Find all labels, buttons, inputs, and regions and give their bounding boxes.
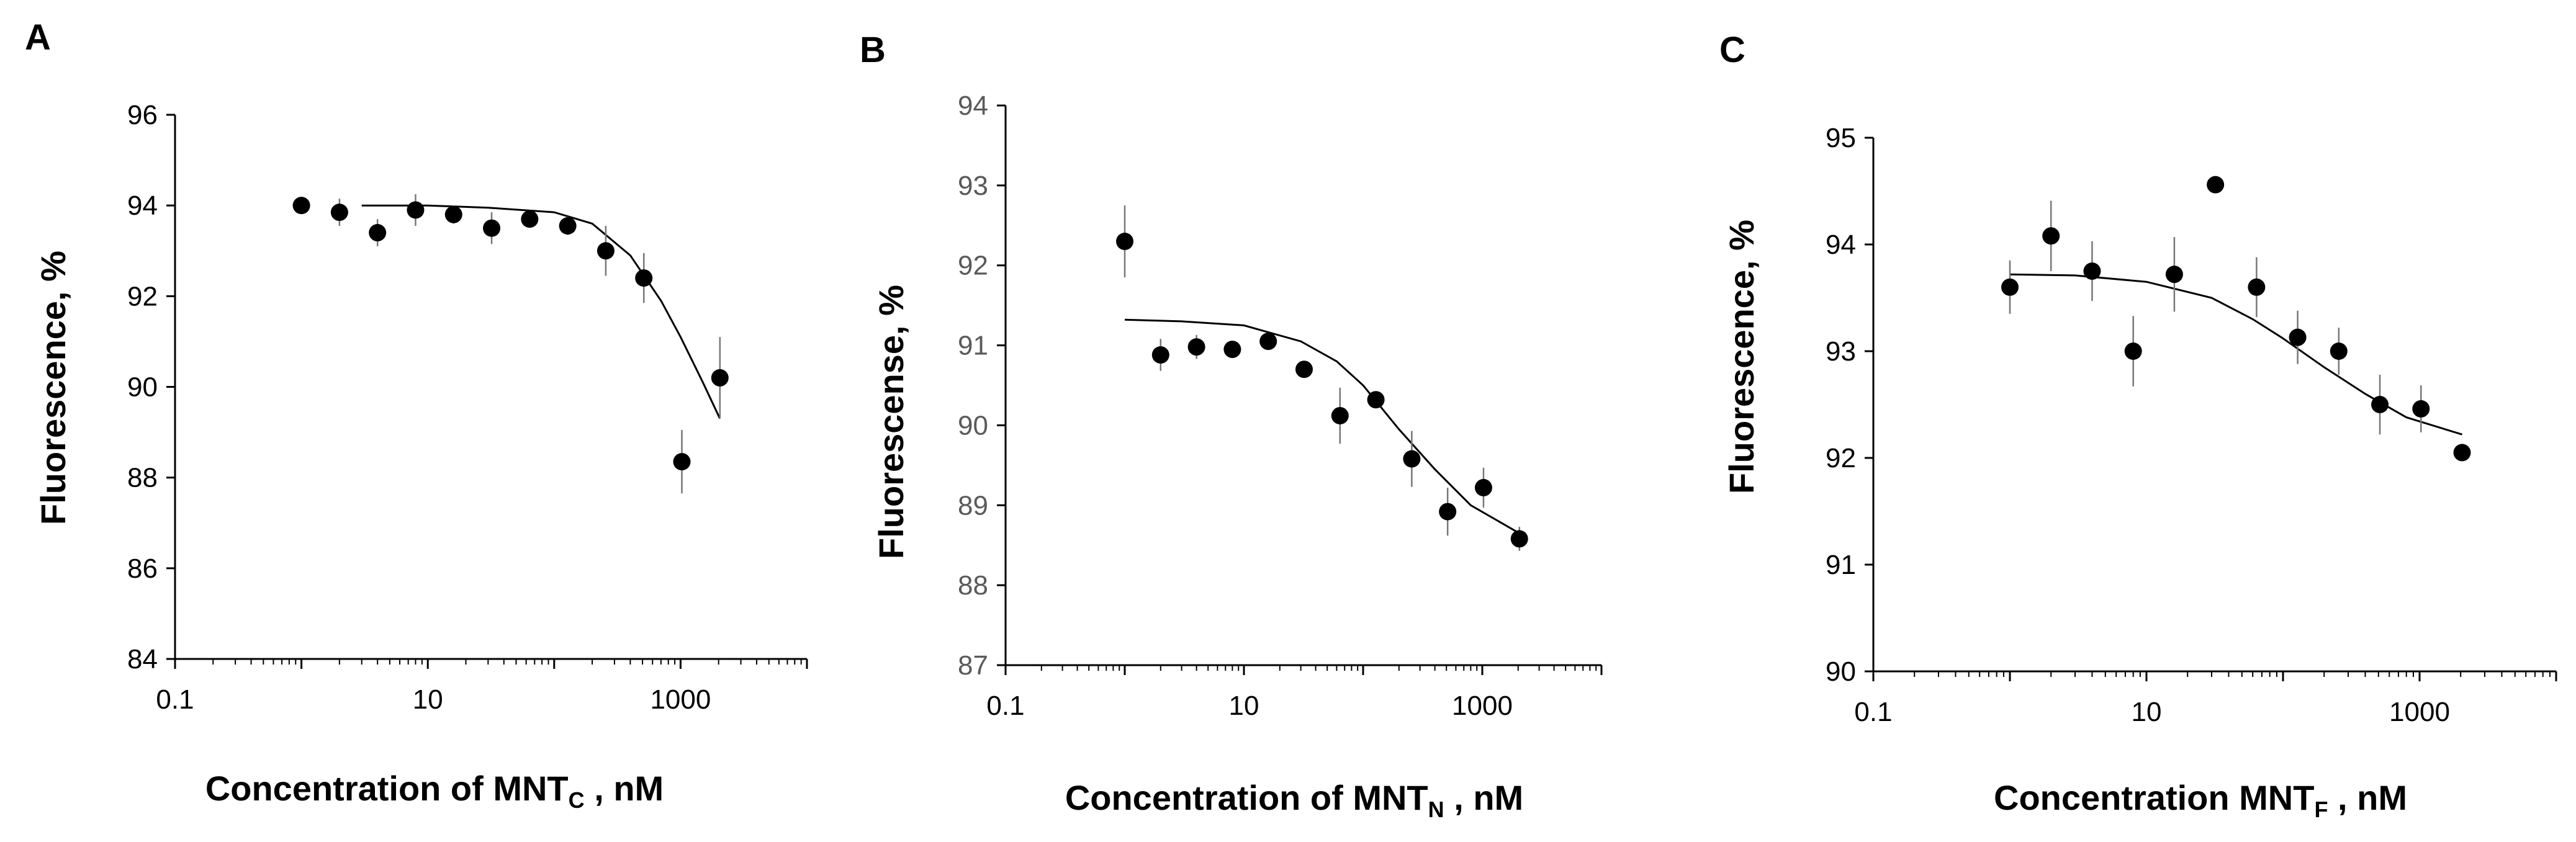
panel-a-y-tick-label: 96	[127, 100, 158, 130]
panel-a-data-point	[559, 217, 577, 235]
panel-a-data-point	[635, 269, 653, 287]
panel-b-data-point	[1116, 233, 1133, 251]
panel-c-y-tick-label: 92	[1826, 443, 1856, 473]
panel-b-fit-curve	[1124, 318, 1520, 534]
panel-a-y-tick-label: 86	[127, 553, 158, 584]
panel-b-y-tick-label: 87	[958, 650, 988, 681]
panel-b: B 87 88 89 90 91 92 93 94 0.1 10 1000 Fluorescense…	[860, 30, 1603, 822]
panel-b-y-tick-label: 93	[958, 171, 988, 201]
panel-c-data-point	[2248, 278, 2266, 296]
panel-a-data-point	[407, 201, 425, 219]
panel-c-data-point	[2083, 262, 2101, 280]
panel-b-plot: 87 88 89 90 91 92 93 94 0.1 10 1000	[958, 91, 1603, 721]
panel-a-data-point	[330, 204, 348, 222]
panel-c-x-axis-title: Concentration MNTF , nM	[1994, 778, 2407, 822]
panel-c-plot: 90 91 92 93 94 95 0.1 10 1000	[1826, 123, 2557, 727]
panel-a-fit-curve	[361, 204, 721, 419]
panel-c-data-point	[2412, 400, 2430, 418]
panel-b-y-tick-label: 94	[958, 91, 988, 121]
panel-c-x-tick-label: 1000	[2389, 697, 2450, 727]
panel-c-y-tick-label: 95	[1826, 123, 1856, 153]
panel-b-data-point	[1151, 346, 1169, 364]
panel-b-data-point	[1474, 478, 1492, 496]
panel-b-x-tick-label: 0.1	[986, 691, 1024, 721]
panel-a-data-point	[711, 369, 729, 387]
panel-a-x-tick-label: 1000	[650, 684, 711, 715]
panel-b-data-point	[1187, 338, 1205, 356]
panel-a-y-tick-label: 88	[127, 463, 158, 493]
panel-a-y-axis-title: Fluorescence, %	[34, 251, 73, 525]
panel-c-data-point	[2001, 278, 2019, 296]
panel-b-data-point	[1439, 503, 1457, 521]
panel-c-y-tick-label: 93	[1826, 336, 1856, 367]
panel-b-data-point	[1367, 391, 1385, 409]
panel-c-x-tick-label: 0.1	[1854, 697, 1892, 727]
panel-b-y-tick-label: 92	[958, 251, 988, 281]
panel-a-data-point	[673, 453, 691, 471]
panel-a-x-tick-label: 0.1	[156, 684, 194, 715]
panel-b-x-tick-label: 1000	[1452, 691, 1513, 721]
panel-a-y-tick-label: 94	[127, 190, 158, 221]
panel-c-fit-curve	[2009, 273, 2462, 436]
panel-b-data-point	[1223, 341, 1241, 359]
panel-a-x-tick-label: 10	[413, 684, 443, 715]
panel-a-data-point	[369, 224, 387, 242]
panel-c-data-point	[2042, 227, 2060, 245]
panel-c-data-point	[2289, 328, 2307, 346]
panel-b-y-tick-label: 88	[958, 570, 988, 601]
panel-a-data-point	[597, 242, 615, 260]
panel-b-y-axis-title: Fluorescense, %	[871, 285, 911, 559]
panel-b-data-point	[1295, 361, 1313, 378]
panel-a: A 84 86 88 90 92 94 96 0.1 10 1000 Fluorescence, …	[25, 17, 808, 813]
panel-a-data-point	[483, 219, 501, 237]
panel-b-data-point	[1331, 406, 1349, 424]
panel-a-y-tick-label: 84	[127, 644, 158, 674]
panel-b-y-tick-label: 91	[958, 331, 988, 361]
panel-a-data-point	[292, 197, 310, 215]
panel-b-x-tick-label: 10	[1229, 691, 1259, 721]
panel-c-data-point	[2371, 396, 2389, 413]
panel-c-data-point	[2330, 343, 2348, 360]
panel-c-y-tick-label: 91	[1826, 550, 1856, 580]
panel-c-x-tick-label: 10	[2132, 697, 2162, 727]
panel-a-y-tick-label: 92	[127, 281, 158, 311]
panel-b-x-axis-title: Concentration of MNTN , nM	[1065, 778, 1523, 822]
panel-c-y-tick-label: 94	[1826, 230, 1856, 260]
panel-a-plot: 84 86 88 90 92 94 96 0.1 10 1000	[127, 100, 808, 715]
panel-c-data-point	[2453, 444, 2471, 462]
panel-a-x-axis-title: Concentration of MNTC , nM	[205, 769, 664, 813]
panel-c-data-point	[2165, 266, 2183, 284]
panel-b-data-point	[1510, 530, 1528, 548]
panel-b-data-point	[1403, 450, 1421, 468]
panel-b-y-tick-label: 89	[958, 490, 988, 521]
panel-c-data-point	[2207, 176, 2225, 194]
panel-c-y-axis-title: Fluorescence, %	[1722, 220, 1761, 494]
panel-letter-b: B	[860, 30, 886, 70]
panel-b-y-tick-label: 90	[958, 410, 988, 441]
panel-a-data-point	[444, 205, 462, 223]
panel-a-data-point	[521, 210, 539, 228]
panel-c-data-point	[2124, 343, 2142, 360]
panel-a-y-tick-label: 90	[127, 372, 158, 403]
panel-c-y-tick-label: 90	[1826, 656, 1856, 687]
panel-letter-c: C	[1719, 30, 1745, 70]
panel-letter-a: A	[25, 17, 51, 58]
panel-b-data-point	[1259, 333, 1277, 351]
